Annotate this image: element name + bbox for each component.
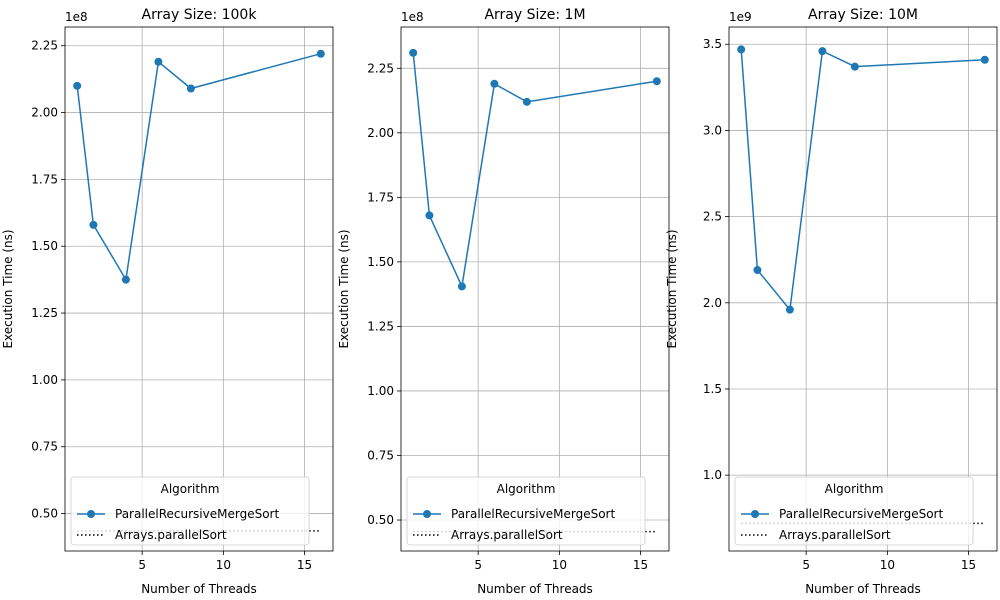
data-point <box>425 211 434 220</box>
plot-frame <box>728 26 998 552</box>
legend-box <box>70 476 310 546</box>
x-axis-label: Number of Threads <box>805 582 921 596</box>
y-tick-label: 0.75 <box>367 448 394 462</box>
y-tick-label: 1.50 <box>31 239 58 253</box>
x-tick-label: 15 <box>633 558 648 572</box>
legend-title: Algorithm <box>497 482 556 496</box>
y-tick-label: 2.25 <box>367 61 394 75</box>
y-offset-label: 1e8 <box>65 10 88 24</box>
y-tick-label: 0.50 <box>367 513 394 527</box>
y-tick-label: 3.5 <box>703 37 722 51</box>
data-point <box>980 55 989 64</box>
legend-entry-2: Arrays.parallelSort <box>779 528 891 542</box>
data-point <box>186 84 195 93</box>
y-axis-label: Execution Time (ns) <box>665 229 679 348</box>
y-tick-label: 1.5 <box>703 382 722 396</box>
x-tick-label: 10 <box>216 558 231 572</box>
y-tick-label: 1.75 <box>367 190 394 204</box>
data-point <box>753 266 762 275</box>
legend-marker-1 <box>423 510 431 518</box>
x-axis-label: Number of Threads <box>141 582 257 596</box>
y-axis-label: Execution Time (ns) <box>1 229 15 348</box>
data-point <box>737 45 746 54</box>
x-tick-label: 5 <box>474 558 482 572</box>
data-point <box>409 48 418 57</box>
y-tick-label: 1.75 <box>31 172 58 186</box>
y-tick-label: 2.5 <box>703 210 722 224</box>
series-line-1 <box>412 52 657 289</box>
data-point <box>89 220 98 229</box>
data-point <box>73 81 82 90</box>
data-point <box>818 47 827 56</box>
data-point <box>522 97 531 106</box>
y-tick-label: 3.0 <box>703 123 722 137</box>
x-axis-label: Number of Threads <box>477 582 593 596</box>
legend-entry-1: ParallelRecursiveMergeSort <box>451 507 615 521</box>
y-tick-label: 1.0 <box>703 468 722 482</box>
data-point <box>457 282 466 291</box>
legend-title: Algorithm <box>161 482 220 496</box>
x-tick-label: 15 <box>961 558 976 572</box>
y-tick-label: 1.00 <box>31 373 58 387</box>
legend-entry-2: Arrays.parallelSort <box>451 528 563 542</box>
series-line-1 <box>740 49 985 312</box>
y-tick-label: 1.50 <box>367 255 394 269</box>
y-tick-label: 2.0 <box>703 296 722 310</box>
data-point <box>785 305 794 314</box>
data-point <box>154 57 163 66</box>
legend-entry-2: Arrays.parallelSort <box>115 528 227 542</box>
legend-box <box>406 476 646 546</box>
y-tick-label: 1.25 <box>31 306 58 320</box>
x-tick-label: 15 <box>297 558 312 572</box>
chart-panel-3: 5 10 15 1.0 1.5 2.0 2.5 3.0 3.5 Array Size: 10M Nu… <box>665 7 998 596</box>
legend: Algorithm ParallelRecursiveMergeSort Array… <box>70 476 310 546</box>
y-offset-label: 1e8 <box>401 10 424 24</box>
y-tick-label: 1.00 <box>367 384 394 398</box>
chart-title: Array Size: 100k <box>142 7 258 23</box>
plot-frame <box>400 26 670 552</box>
plot-frame <box>64 26 334 552</box>
data-point <box>316 49 325 58</box>
legend-entry-1: ParallelRecursiveMergeSort <box>779 507 943 521</box>
legend-marker-1 <box>751 510 759 518</box>
legend: Algorithm ParallelRecursiveMergeSort Array… <box>734 476 974 546</box>
chart-title: Array Size: 10M <box>808 7 918 23</box>
x-tick-label: 5 <box>138 558 146 572</box>
legend: Algorithm ParallelRecursiveMergeSort Array… <box>406 476 646 546</box>
legend-marker-1 <box>87 510 95 518</box>
y-tick-label: 0.50 <box>31 507 58 521</box>
data-point <box>850 62 859 71</box>
y-tick-label: 2.25 <box>31 39 58 53</box>
x-tick-label: 5 <box>802 558 810 572</box>
legend-box <box>734 476 974 546</box>
chart-title: Array Size: 1M <box>484 7 585 23</box>
legend-entry-1: ParallelRecursiveMergeSort <box>115 507 279 521</box>
chart-panel-1: 5 10 15 0.50 0.75 1.00 1.25 1.50 1.75 2.00 2.25 Arr… <box>1 7 334 596</box>
y-offset-label: 1e9 <box>729 10 752 24</box>
chart-panel-2: 5 10 15 0.50 0.75 1.00 1.25 1.50 1.75 2.00 2.25 Arr… <box>337 7 670 596</box>
data-point <box>652 77 661 86</box>
y-tick-label: 1.25 <box>367 319 394 333</box>
series-line-1 <box>76 52 321 282</box>
y-tick-label: 2.00 <box>367 126 394 140</box>
legend-title: Algorithm <box>825 482 884 496</box>
y-axis-label: Execution Time (ns) <box>337 229 351 348</box>
x-tick-label: 10 <box>880 558 895 572</box>
y-tick-label: 0.75 <box>31 440 58 454</box>
data-point <box>490 79 499 88</box>
data-point <box>121 275 130 284</box>
x-tick-label: 10 <box>552 558 567 572</box>
y-tick-label: 2.00 <box>31 106 58 120</box>
